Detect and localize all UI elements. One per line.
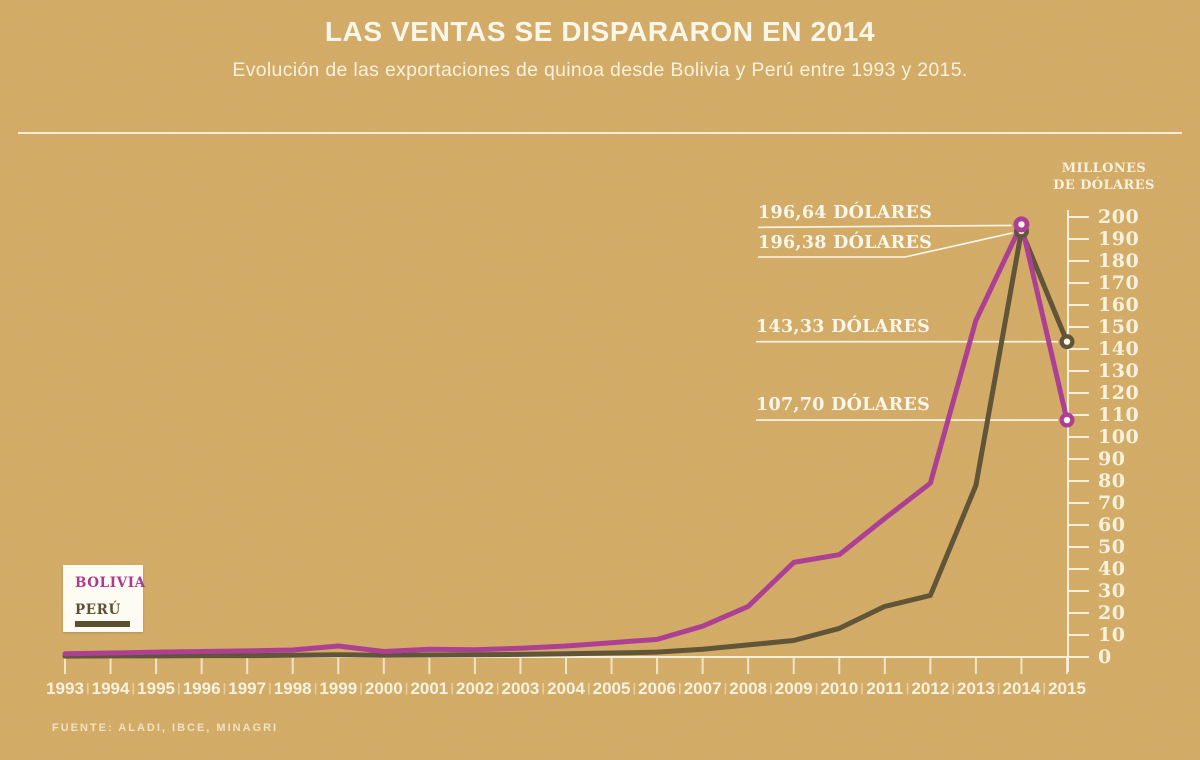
year-label-2006: 2006 (638, 679, 676, 698)
legend: BOLIVIA PERÚ (63, 565, 146, 632)
y-tick-label-10: 10 (1098, 624, 1126, 646)
y-tick-label-50: 50 (1098, 536, 1126, 558)
year-label-1999: 1999 (319, 679, 358, 698)
legend-item-peru: PERÚ (75, 602, 121, 618)
year-label-2010: 2010 (820, 679, 859, 698)
year-separator: | (404, 681, 409, 695)
year-label-1997: 1997 (228, 679, 267, 698)
y-tick-label-190: 190 (1098, 228, 1140, 250)
page-title: LAS VENTAS SE DISPARARON EN 2014 (324, 16, 876, 47)
legend-swatch-peru (75, 621, 130, 627)
y-tick-label-180: 180 (1098, 250, 1140, 272)
year-label-2012: 2012 (911, 679, 950, 698)
year-separator: | (495, 681, 500, 695)
y-tick-label-160: 160 (1098, 294, 1140, 316)
y-tick-label-110: 110 (1098, 404, 1140, 426)
year-separator: | (86, 681, 90, 695)
year-label-1998: 1998 (273, 679, 312, 698)
year-label-1994: 1994 (91, 679, 130, 698)
y-axis-unit-label: MILLONES DE DÓLARES (1048, 160, 1160, 194)
y-tick-label-150: 150 (1098, 316, 1140, 338)
year-label-2015: 2015 (1048, 679, 1086, 698)
year-separator: | (723, 681, 728, 695)
source-credit: FUENTE: ALADI, IBCE, MINAGRI (52, 722, 279, 734)
year-separator: | (177, 681, 181, 695)
y-tick-label-170: 170 (1098, 272, 1140, 294)
annotation-bolivia-2015: 107,70 DÓLARES (756, 395, 931, 415)
y-tick-label-140: 140 (1098, 338, 1140, 360)
year-label-1993: 1993 (46, 679, 84, 698)
data-point-bolivia-2014-center (1018, 221, 1025, 228)
year-separator: | (1042, 681, 1046, 695)
year-separator: | (313, 681, 318, 695)
year-label-2005: 2005 (592, 679, 631, 698)
y-tick-label-40: 40 (1098, 558, 1126, 580)
year-label-2003: 2003 (501, 679, 540, 698)
annotation-peru-2015: 143,33 DÓLARES (756, 317, 931, 337)
y-axis-unit-line2: DE DÓLARES (1053, 178, 1155, 193)
y-axis-unit-line1: MILLONES (1061, 161, 1147, 176)
year-separator: | (905, 681, 910, 695)
page-subtitle: Evolución de las exportaciones de quinoa… (232, 59, 968, 81)
year-label-2002: 2002 (455, 679, 494, 698)
year-label-2000: 2000 (364, 679, 403, 698)
y-tick-label-60: 60 (1098, 514, 1126, 536)
y-tick-label-130: 130 (1098, 360, 1140, 382)
year-separator: | (678, 681, 682, 695)
year-label-2011: 2011 (866, 679, 904, 698)
year-separator: | (769, 681, 773, 695)
annotation-bolivia-2014: 196,64 DÓLARES (758, 203, 933, 223)
y-tick-label-0: 0 (1098, 646, 1112, 668)
y-tick-label-30: 30 (1098, 580, 1126, 602)
year-separator: | (587, 681, 591, 695)
y-tick-label-80: 80 (1098, 470, 1126, 492)
annotation-peru-2014: 196,38 DÓLARES (758, 233, 933, 253)
legend-item-bolivia: BOLIVIA (75, 575, 146, 591)
year-separator: | (541, 681, 545, 695)
year-label-2001: 2001 (410, 679, 449, 698)
leader-line-bolivia-2014 (757, 224, 1012, 229)
y-tick-label-70: 70 (1098, 492, 1126, 514)
series-line-bolivia (62, 221, 1070, 657)
year-label-2008: 2008 (729, 679, 768, 698)
year-separator: | (996, 681, 1001, 695)
y-tick-label-200: 200 (1098, 206, 1140, 228)
year-label-2007: 2007 (683, 679, 722, 698)
year-label-2014: 2014 (1002, 679, 1041, 698)
year-separator: | (359, 681, 363, 695)
y-tick-label-20: 20 (1098, 602, 1126, 624)
year-separator: | (268, 681, 272, 695)
data-point-bolivia-2015-center (1063, 416, 1071, 424)
year-separator: | (222, 681, 227, 695)
y-tick-label-120: 120 (1098, 382, 1140, 404)
y-tick-label-100: 100 (1098, 426, 1140, 448)
year-separator: | (814, 681, 819, 695)
year-separator: | (450, 681, 454, 695)
header-divider (18, 132, 1182, 134)
year-label-2013: 2013 (956, 679, 995, 698)
year-separator: | (951, 681, 955, 695)
year-label-1995: 1995 (137, 679, 175, 698)
year-label-1996: 1996 (182, 679, 221, 698)
series-line-peru (62, 228, 1070, 659)
year-label-2009: 2009 (774, 679, 813, 698)
year-separator: | (860, 681, 864, 695)
year-separator: | (632, 681, 636, 695)
year-separator: | (131, 681, 135, 695)
y-tick-label-90: 90 (1098, 448, 1126, 470)
data-point-peru-2015-center (1063, 338, 1071, 345)
year-label-2004: 2004 (547, 679, 585, 698)
